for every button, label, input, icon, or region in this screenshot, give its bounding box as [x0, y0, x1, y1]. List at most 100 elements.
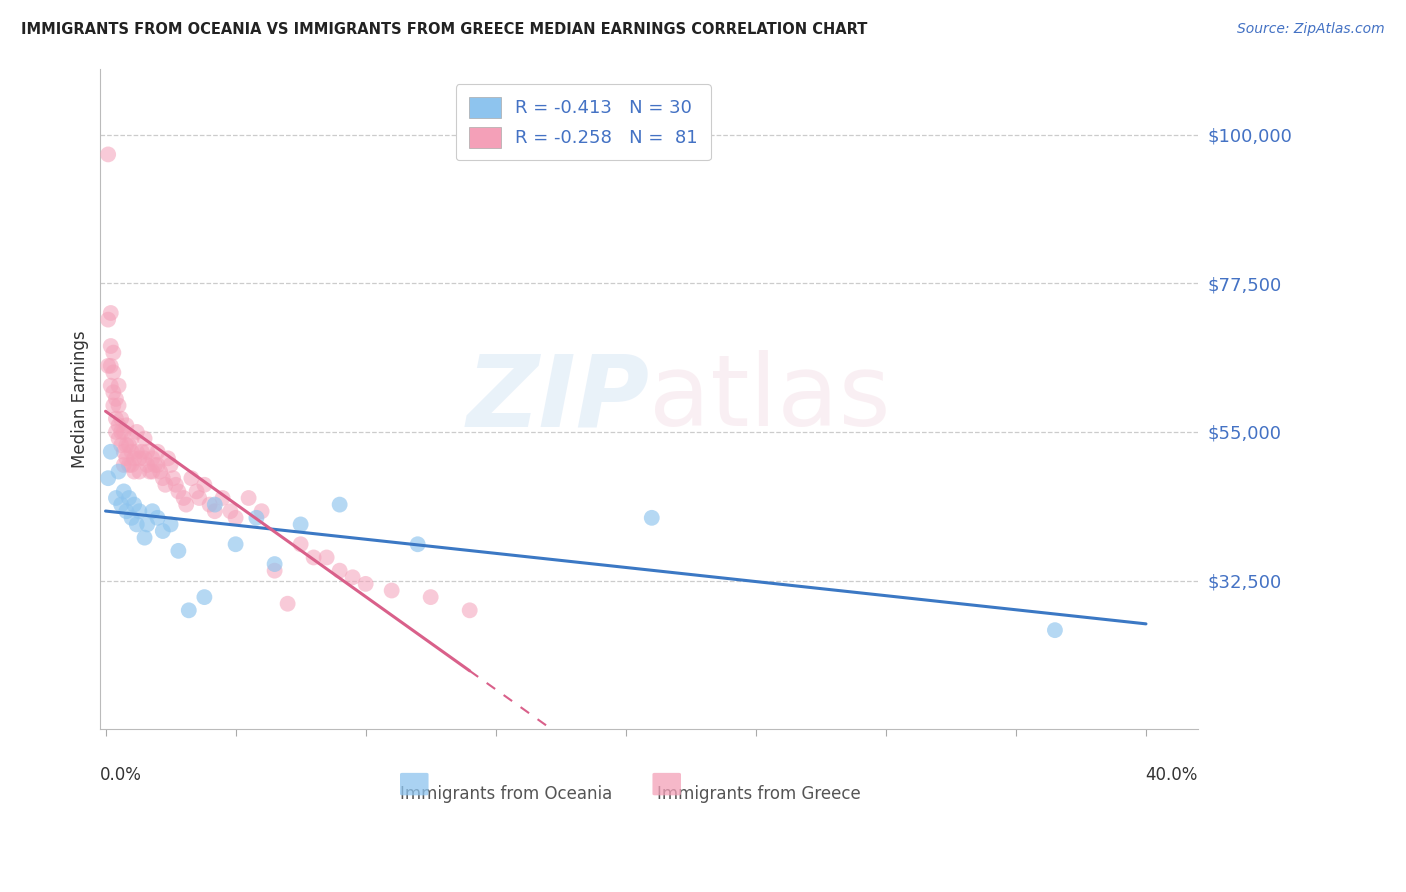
- Point: [107, 399, 129, 413]
- Point: [141, 451, 163, 466]
- Point: [186, 484, 208, 499]
- Text: atlas: atlas: [650, 351, 891, 448]
- Point: [131, 444, 153, 458]
- Point: [121, 511, 143, 525]
- Point: [173, 491, 195, 505]
- Text: Source: ZipAtlas.com: Source: ZipAtlas.com: [1237, 22, 1385, 37]
- Point: [193, 590, 215, 604]
- Point: [159, 458, 181, 472]
- Point: [180, 471, 202, 485]
- Point: [315, 550, 337, 565]
- Point: [97, 312, 120, 326]
- Point: [107, 378, 129, 392]
- Point: [110, 425, 132, 439]
- Point: [104, 392, 127, 406]
- Point: [238, 491, 260, 505]
- Point: [103, 385, 125, 400]
- Point: [245, 511, 267, 525]
- Point: [136, 458, 159, 472]
- Point: [128, 465, 150, 479]
- Point: [219, 504, 242, 518]
- Point: [211, 491, 233, 505]
- Point: [162, 471, 184, 485]
- Point: [302, 550, 325, 565]
- Point: [141, 465, 163, 479]
- Point: [118, 491, 141, 505]
- Point: [354, 577, 377, 591]
- Point: [329, 498, 352, 512]
- Point: [204, 504, 226, 518]
- Point: [277, 597, 299, 611]
- Point: [136, 444, 159, 458]
- Point: [103, 345, 125, 359]
- Point: [103, 366, 125, 380]
- Point: [112, 425, 135, 439]
- Point: [165, 477, 187, 491]
- Point: [143, 458, 166, 472]
- Text: ZIP: ZIP: [467, 351, 650, 448]
- Point: [112, 444, 135, 458]
- Point: [225, 511, 247, 525]
- Point: [263, 564, 285, 578]
- Point: [198, 498, 221, 512]
- Point: [118, 438, 141, 452]
- Point: [115, 451, 138, 466]
- Point: [146, 458, 169, 472]
- Text: 40.0%: 40.0%: [1146, 765, 1198, 783]
- Point: [159, 517, 181, 532]
- Point: [134, 451, 156, 466]
- Point: [122, 498, 145, 512]
- Point: [110, 438, 132, 452]
- Point: [263, 557, 285, 571]
- Point: [104, 491, 127, 505]
- Point: [128, 504, 150, 518]
- Point: [177, 603, 200, 617]
- Point: [100, 306, 122, 320]
- Point: [104, 411, 127, 425]
- Point: [641, 511, 664, 525]
- Point: [134, 531, 156, 545]
- Point: [104, 425, 127, 439]
- Point: [122, 451, 145, 466]
- Point: [125, 444, 148, 458]
- Point: [97, 359, 120, 373]
- Point: [107, 432, 129, 446]
- FancyBboxPatch shape: [652, 772, 681, 796]
- Point: [125, 517, 148, 532]
- Point: [152, 524, 174, 538]
- Text: Immigrants from Oceania: Immigrants from Oceania: [401, 786, 613, 804]
- Point: [112, 458, 135, 472]
- Point: [136, 517, 159, 532]
- Point: [250, 504, 273, 518]
- FancyBboxPatch shape: [399, 772, 429, 796]
- Point: [146, 444, 169, 458]
- Point: [110, 498, 132, 512]
- Point: [149, 465, 172, 479]
- Point: [406, 537, 429, 551]
- Point: [103, 399, 125, 413]
- Point: [1043, 623, 1066, 637]
- Point: [204, 498, 226, 512]
- Point: [121, 458, 143, 472]
- Point: [107, 465, 129, 479]
- Point: [193, 477, 215, 491]
- Point: [100, 444, 122, 458]
- Point: [121, 432, 143, 446]
- Point: [115, 418, 138, 433]
- Point: [139, 465, 162, 479]
- Point: [141, 504, 163, 518]
- Point: [128, 451, 150, 466]
- Point: [167, 544, 190, 558]
- Text: 0.0%: 0.0%: [100, 765, 142, 783]
- Point: [134, 432, 156, 446]
- Legend: R = -0.413   N = 30, R = -0.258   N =  81: R = -0.413 N = 30, R = -0.258 N = 81: [456, 84, 710, 161]
- Point: [290, 537, 312, 551]
- Point: [381, 583, 404, 598]
- Point: [112, 484, 135, 499]
- Point: [122, 465, 145, 479]
- Point: [156, 451, 179, 466]
- Point: [458, 603, 481, 617]
- Point: [97, 147, 120, 161]
- Point: [419, 590, 441, 604]
- Point: [290, 517, 312, 532]
